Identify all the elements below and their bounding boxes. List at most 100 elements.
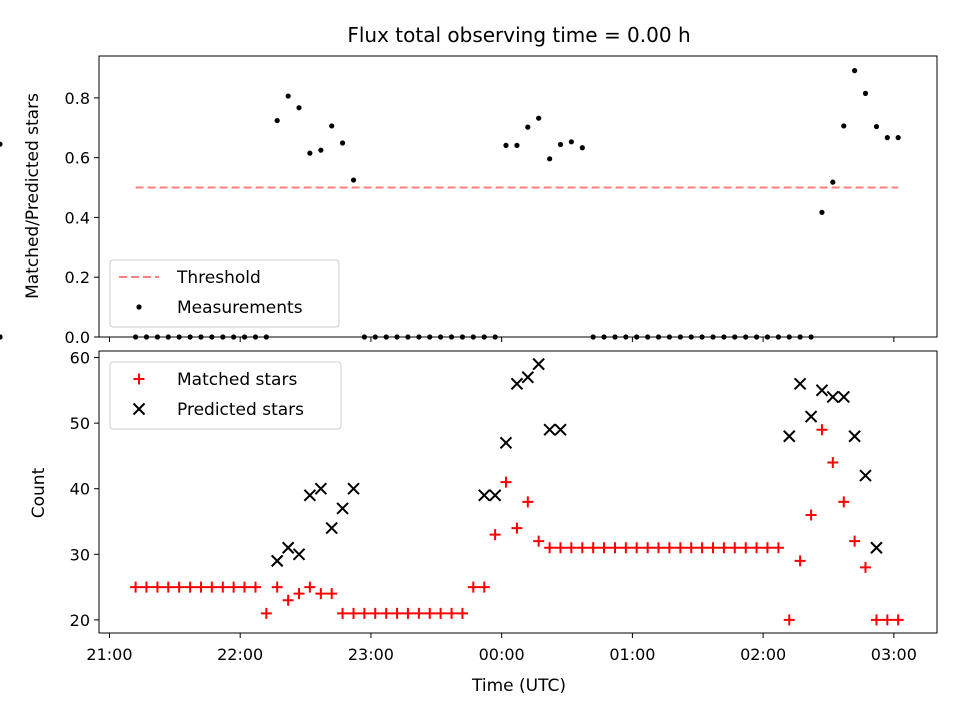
matched-stars-point	[576, 542, 588, 554]
measurement-point	[307, 150, 313, 156]
matched-stars-point	[707, 542, 719, 554]
matched-stars-point	[881, 614, 893, 626]
matched-stars-point	[282, 594, 294, 606]
predicted-stars-point	[347, 482, 360, 495]
measurement-point	[852, 68, 858, 74]
y-tick-label: 0.8	[65, 89, 90, 108]
matched-stars-point	[565, 542, 577, 554]
y-tick-label: 50	[70, 414, 90, 433]
matched-stars-point	[140, 581, 152, 593]
y-tick-label: 0.2	[65, 268, 90, 287]
predicted-stars-point	[554, 423, 567, 436]
x-tick-label: 22:00	[217, 645, 263, 664]
matched-stars-point	[217, 581, 229, 593]
x-tick-label: 03:00	[871, 645, 917, 664]
matched-stars-point	[130, 581, 142, 593]
matched-stars-point	[206, 581, 218, 593]
matched-stars-point	[391, 607, 403, 619]
predicted-stars-point	[804, 410, 818, 423]
predicted-stars-point	[270, 554, 284, 568]
matched-stars-point	[446, 607, 458, 619]
predicted-stars-point	[336, 502, 349, 515]
predicted-stars-point	[859, 469, 872, 482]
matched-stars-point	[239, 581, 251, 593]
predicted-stars-point	[314, 482, 328, 495]
matched-stars-point	[228, 581, 240, 593]
legend: Matched stars Predicted stars	[109, 361, 342, 430]
matched-stars-point	[674, 542, 686, 554]
matched-stars-point	[663, 542, 675, 554]
legend-label: Measurements	[177, 298, 303, 318]
matched-stars-point	[424, 607, 436, 619]
measurement-point	[503, 142, 509, 148]
measurement-point	[830, 179, 836, 185]
y-tick-label: 60	[70, 349, 90, 368]
predicted-stars-point	[499, 436, 513, 450]
matched-stars-point	[456, 607, 468, 619]
matched-stars-point	[326, 588, 338, 600]
measurement-point	[536, 115, 542, 121]
y-tick-label: 20	[70, 611, 90, 630]
matched-stars-point	[500, 476, 512, 488]
matched-stars-point	[337, 607, 349, 619]
matched-stars-point	[184, 581, 196, 593]
matched-stars-point	[315, 588, 327, 600]
legend-label: Predicted stars	[177, 400, 304, 420]
measurement-point	[274, 117, 280, 124]
predicted-stars-point	[870, 541, 883, 554]
measurement-point	[557, 141, 564, 148]
matched-stars-point	[892, 614, 904, 626]
matched-stars-point	[849, 535, 861, 547]
matched-stars-point	[816, 424, 828, 436]
measurement-point	[525, 124, 531, 130]
predicted-stars-point	[478, 489, 491, 502]
matched-stars-point	[772, 542, 784, 554]
ratio-panel: 0.0 0.2 0.4 0.6 0.8 Threshold Measurements	[0, 55, 938, 347]
matched-stars-point	[162, 581, 174, 593]
y-tick-label: 0.4	[65, 208, 90, 227]
measurement-point	[568, 139, 574, 145]
measurement-point	[862, 90, 869, 96]
count-y-axis-label: Count	[29, 467, 49, 518]
legend-label: Threshold	[176, 268, 261, 288]
matched-stars-point	[685, 542, 697, 554]
matched-stars-point	[718, 542, 730, 554]
matched-stars-point	[653, 542, 665, 554]
matched-stars-point	[467, 581, 479, 593]
matched-stars-point	[478, 581, 490, 593]
x-tick-label: 23:00	[348, 645, 394, 664]
measurement-point	[350, 177, 357, 183]
matched-stars-point	[598, 542, 610, 554]
matched-stars-point	[293, 588, 305, 600]
measurement-point	[339, 140, 346, 146]
chart-title: Flux total observing time = 0.00 h	[347, 23, 690, 47]
matched-stars-point	[402, 607, 414, 619]
matched-stars-point	[369, 607, 381, 619]
predicted-stars-point	[488, 489, 502, 502]
legend: Threshold Measurements	[109, 259, 340, 328]
matched-stars-point	[348, 607, 360, 619]
legend-box	[109, 361, 342, 430]
matched-stars-point	[827, 456, 839, 468]
measurement-point	[873, 123, 880, 130]
measurement-point	[895, 135, 901, 141]
matched-stars-point	[729, 542, 741, 554]
matched-stars-point	[783, 614, 795, 626]
x-tick-label: 02:00	[740, 645, 786, 664]
axes-frame	[98, 350, 938, 634]
matched-stars-point	[151, 581, 163, 593]
predicted-stars-point	[281, 541, 295, 554]
matched-stars-point	[271, 581, 283, 593]
axes-frame	[98, 55, 938, 338]
y-tick-label: 0.0	[65, 328, 90, 347]
matched-stars-point	[805, 509, 817, 521]
predicted-stars-point	[826, 390, 840, 404]
matched-stars-point	[511, 522, 523, 534]
matched-stars-point	[554, 542, 566, 554]
measurement-point	[819, 209, 825, 215]
measurement-point	[0, 141, 3, 147]
matched-stars-point	[522, 496, 534, 508]
matched-stars-point	[489, 529, 501, 541]
matched-stars-point	[533, 535, 545, 547]
